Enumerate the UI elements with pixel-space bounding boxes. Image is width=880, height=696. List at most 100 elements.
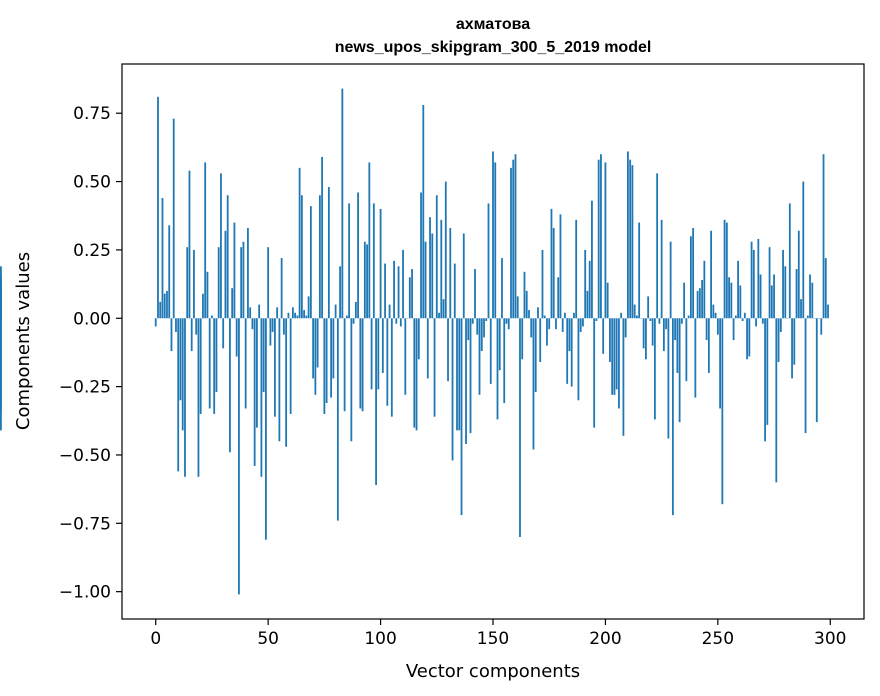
bar-15 [188,170,191,319]
bar-96 [370,318,373,390]
bar-21 [202,293,204,319]
bar-179 [557,277,560,319]
bar-230 [671,318,674,516]
bar-103 [386,318,389,406]
bar-170 [537,307,539,319]
bar-69 [309,206,312,319]
bar-38 [240,247,243,319]
bar-268 [757,238,760,319]
bar-297 [822,154,825,319]
bar-247 [710,230,712,319]
bar-171 [539,318,542,362]
bar-57 [282,318,285,335]
ticks: 0 50 100 150 200 250 300 −1.00 −0.75 −0.50 −0.25 0.… [59,104,847,649]
y-tick-label: −0.25 [59,378,111,398]
bar-137 [462,233,465,319]
bar-28 [217,247,220,319]
bar-182 [564,312,566,319]
bar-40 [244,318,247,409]
bar-296 [820,318,823,335]
bar-193 [588,260,591,319]
bar-278 [779,318,782,332]
bar-0 [154,318,157,327]
bar-253 [723,219,726,319]
bar-30 [222,318,225,349]
y-axis-label: Components values [13,252,34,430]
bar-233 [678,318,681,423]
bar-201 [606,282,609,319]
bar-144 [478,318,481,395]
bar-243 [701,279,704,319]
bar-288 [802,181,805,319]
bar-156 [505,318,508,324]
bar-84 [343,318,346,412]
bar-159 [512,159,515,319]
bar-90 [357,192,359,319]
bar-283 [791,318,793,379]
bar-154 [501,258,503,319]
bar-48 [262,318,265,393]
bar-158 [510,167,512,319]
bar-260 [739,285,742,319]
y-tick-label: −1.00 [59,583,111,603]
bar-14 [186,247,189,319]
bar-140 [469,318,472,434]
bar-160 [514,154,517,319]
bar-66 [303,310,306,319]
bar-55 [278,318,281,442]
bar-108 [397,266,400,319]
bar-93 [363,241,366,319]
bar-16 [190,318,193,352]
bar-22 [204,162,207,319]
bar-111 [404,318,407,395]
bar-294 [815,318,818,423]
bar-200 [604,162,607,319]
bar-106 [393,260,395,319]
bar-8 [172,118,175,319]
bar-284 [793,318,796,365]
bar-98 [375,318,377,486]
bar-282 [788,203,791,319]
bar-270 [761,318,764,324]
bar-229 [669,241,672,319]
bar-100 [379,208,382,319]
bar-257 [732,318,735,341]
bar-47 [260,318,263,477]
bar-50 [267,247,270,319]
bar-258 [734,315,737,319]
bar-239 [692,228,695,319]
bar-56 [280,258,283,319]
bar-142 [474,269,476,319]
bar-177 [552,228,555,319]
bar-135 [458,318,461,431]
bar-234 [680,318,683,324]
bar-104 [388,304,391,319]
bar-279 [782,249,784,319]
bar-82 [339,266,341,319]
bar-116 [415,318,418,431]
bar-150 [492,151,494,319]
bar-60 [289,318,292,414]
bar-262 [743,312,746,319]
bar-202 [609,318,611,362]
chart-subtitle: news_upos_skipgram_300_5_2019 model [335,39,652,56]
bar-155 [503,318,506,404]
x-tick-label: 150 [477,629,509,649]
bar-85 [345,315,348,319]
x-tick-label: 0 [150,629,161,649]
bar-75 [323,318,326,414]
bar-168 [532,318,535,450]
bar-167 [530,318,533,338]
bar-33 [229,318,231,453]
bar-146 [483,318,485,338]
bar-110 [402,249,404,319]
bar-251 [719,318,721,409]
x-tick-label: 200 [589,629,621,649]
bar-194 [591,200,593,319]
bar-180 [559,214,562,319]
bar-181 [561,318,564,332]
bar-161 [516,296,519,319]
bar-62 [294,312,297,319]
bar-34 [231,288,234,319]
bar-86 [348,203,350,319]
